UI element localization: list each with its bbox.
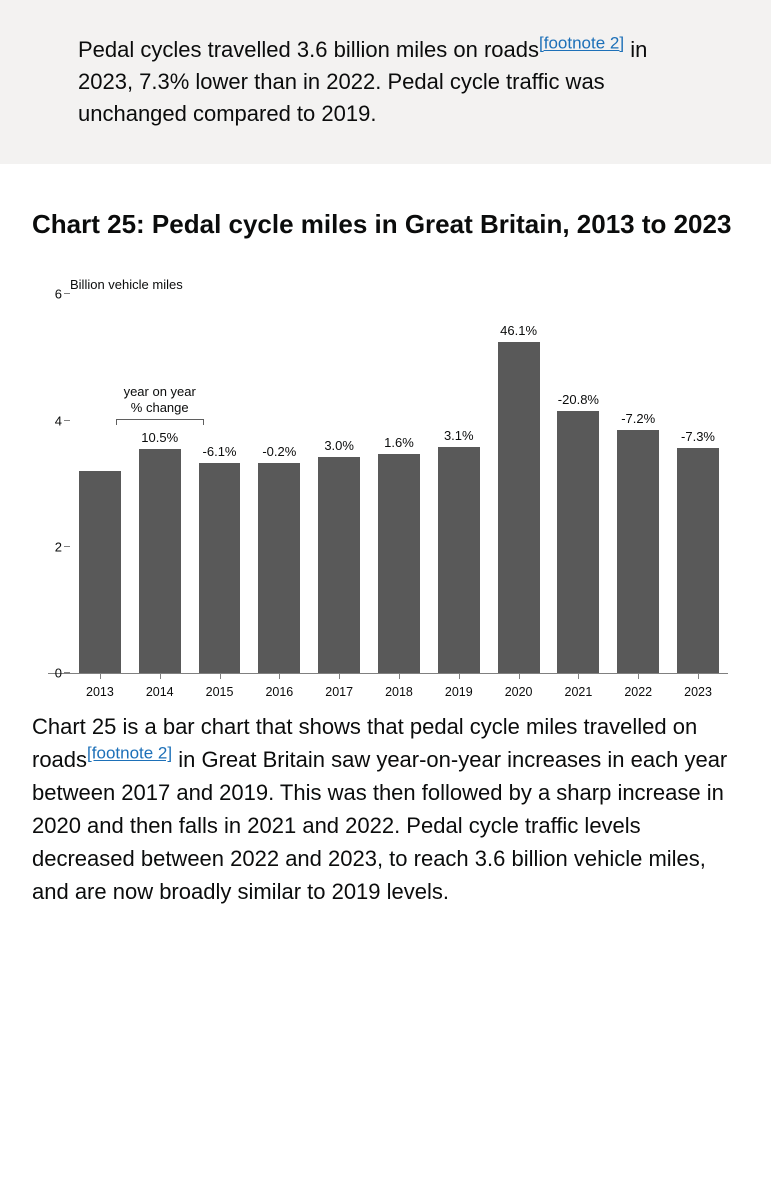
bar-value-label: 3.0% (324, 438, 354, 453)
bar-value-label: -0.2% (262, 444, 296, 459)
bar-column: -0.2% (249, 294, 309, 673)
chart-title: Chart 25: Pedal cycle miles in Great Bri… (0, 208, 771, 242)
bar-column: 10.5% (130, 294, 190, 673)
x-tick: 2021 (549, 673, 609, 699)
x-tick: 2013 (70, 673, 130, 699)
bar-value-label: -7.3% (681, 429, 715, 444)
bar: -0.2% (258, 463, 300, 673)
x-tick-mark (459, 673, 460, 679)
chart-plot: 0246 10.5%-6.1%-0.2%3.0%1.6%3.1%46.1%-20… (48, 294, 728, 674)
x-tick-mark (578, 673, 579, 679)
x-tick: 2017 (309, 673, 369, 699)
x-tick-mark (160, 673, 161, 679)
x-tick-label: 2014 (130, 685, 190, 699)
bar-value-label: -6.1% (203, 444, 237, 459)
legend-note-line2: % change (116, 400, 204, 416)
bar (79, 471, 121, 674)
x-tick-label: 2015 (190, 685, 250, 699)
x-tick-label: 2018 (369, 685, 429, 699)
y-tick-label: 4 (55, 413, 62, 428)
x-tick: 2022 (608, 673, 668, 699)
chart-description: Chart 25 is a bar chart that shows that … (0, 710, 771, 908)
bar: -7.3% (677, 448, 719, 673)
legend-bracket (116, 419, 204, 425)
x-tick: 2014 (130, 673, 190, 699)
y-axis: 0246 (48, 294, 70, 673)
bar-value-label: 10.5% (141, 430, 178, 445)
bar: -6.1% (199, 463, 241, 673)
x-tick-mark (100, 673, 101, 679)
x-tick-label: 2016 (249, 685, 309, 699)
x-tick-label: 2022 (608, 685, 668, 699)
summary-part1: Pedal cycles travelled 3.6 billion miles… (78, 37, 539, 62)
bar-column: -6.1% (190, 294, 250, 673)
bar-column: 3.0% (309, 294, 369, 673)
bar-value-label: -7.2% (621, 411, 655, 426)
legend-note: year on year % change (116, 384, 204, 426)
description-part2: in Great Britain saw year-on-year increa… (32, 747, 727, 904)
y-tick-label: 2 (55, 540, 62, 555)
x-tick: 2015 (190, 673, 250, 699)
bar-column: -20.8% (549, 294, 609, 673)
bar-column: -7.3% (668, 294, 728, 673)
bar-column: -7.2% (608, 294, 668, 673)
bar-column (70, 294, 130, 673)
x-tick-mark (279, 673, 280, 679)
x-tick-label: 2019 (429, 685, 489, 699)
bar: 3.0% (318, 457, 360, 674)
x-tick: 2023 (668, 673, 728, 699)
x-tick: 2019 (429, 673, 489, 699)
y-tick-label: 0 (55, 666, 62, 681)
y-axis-label: Billion vehicle miles (70, 277, 728, 292)
x-tick-mark (638, 673, 639, 679)
bar-value-label: -20.8% (558, 392, 599, 407)
footnote-link-2[interactable]: [footnote 2] (539, 34, 624, 53)
x-tick-mark (220, 673, 221, 679)
bar: 10.5% (139, 449, 181, 673)
x-tick-label: 2021 (549, 685, 609, 699)
x-tick-label: 2013 (70, 685, 130, 699)
bar: 3.1% (438, 447, 480, 674)
y-tick-label: 6 (55, 287, 62, 302)
legend-note-line1: year on year (116, 384, 204, 400)
x-tick: 2020 (489, 673, 549, 699)
x-tick-label: 2020 (489, 685, 549, 699)
bar-value-label: 3.1% (444, 428, 474, 443)
bar-column: 3.1% (429, 294, 489, 673)
x-tick-mark (399, 673, 400, 679)
summary-box: Pedal cycles travelled 3.6 billion miles… (0, 0, 771, 164)
bar-value-label: 46.1% (500, 323, 537, 338)
x-tick-mark (519, 673, 520, 679)
bar: 46.1% (498, 342, 540, 673)
footnote-link-2b[interactable]: [footnote 2] (87, 744, 172, 763)
bar-column: 1.6% (369, 294, 429, 673)
bar: 1.6% (378, 454, 420, 674)
x-tick-mark (698, 673, 699, 679)
x-tick-mark (339, 673, 340, 679)
x-tick: 2016 (249, 673, 309, 699)
bar-value-label: 1.6% (384, 435, 414, 450)
bar: -20.8% (557, 411, 599, 673)
x-tick: 2018 (369, 673, 429, 699)
bar-column: 46.1% (489, 294, 549, 673)
x-axis: 2013201420152016201720182019202020212022… (70, 673, 728, 699)
summary-text: Pedal cycles travelled 3.6 billion miles… (78, 34, 693, 130)
x-tick-label: 2023 (668, 685, 728, 699)
bars-container: 10.5% -6.1% -0.2% 3.0% 1.6% 3.1% 46.1% -20.8% -7… (70, 294, 728, 673)
x-tick-label: 2017 (309, 685, 369, 699)
chart-container: Billion vehicle miles 0246 10.5%-6.1%-0.… (0, 277, 771, 674)
bar: -7.2% (617, 430, 659, 674)
